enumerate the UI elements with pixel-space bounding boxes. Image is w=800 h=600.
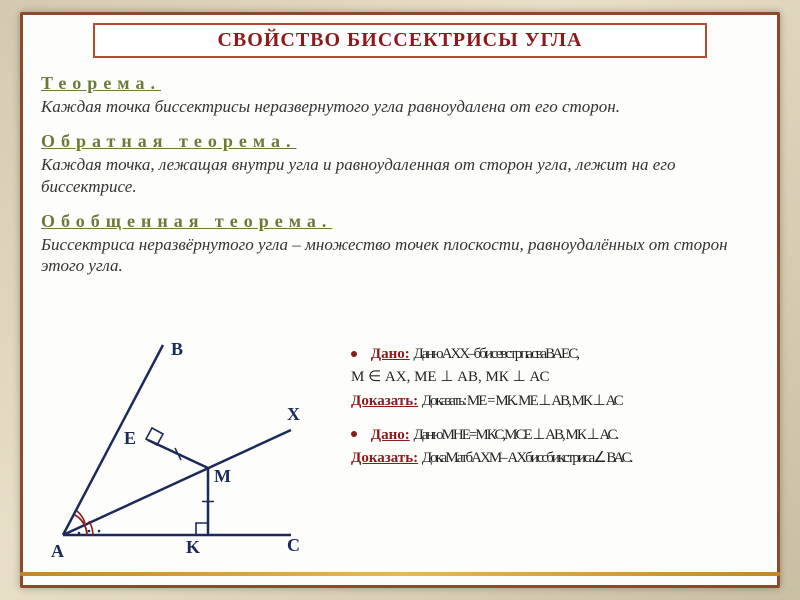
dano-1-sub: М ∈ АХ, МЕ ⊥ АВ, МК ⊥ АС [351,367,747,387]
dano-1-text: ДанюАХХ–ббисевстрпасваВАЕС, [413,346,578,362]
point-label-M: M [214,466,231,487]
title-box: СВОЙСТВО БИССЕКТРИСЫ УГЛА [93,23,707,58]
theorem-2-body: Каждая точка, лежащая внутри угла и равн… [41,154,759,197]
dok-2-text: ДокаМатбАХМ– АХбиссбикстриса∠ ВАС. [422,450,631,466]
proofs-block: Дано: ДанюАХХ–ббисевстрпасваВАЕС, М ∈ АХ… [323,341,747,471]
point-label-B: B [171,339,183,360]
bullet-icon [351,431,357,437]
point-label-E: E [124,428,136,449]
page-title: СВОЙСТВО БИССЕКТРИСЫ УГЛА [217,29,582,51]
dano-1-label: Дано: [371,346,410,362]
theorem-3-body: Биссектриса неразвёрнутого угла – множес… [41,234,759,277]
lower-region: A B C X M E K Дано: ДанюАХХ–ббисевстрпас… [43,335,757,585]
theorem-1-body: Каждая точка биссектрисы неразвернутого … [41,96,759,117]
dok-1-label: Доказать: [351,393,418,409]
content-area: Теорема. Каждая точка биссектрисы неразв… [41,65,759,276]
bottom-stripe [20,572,780,576]
point-label-X: X [287,404,300,425]
dok-1-text: Доказать: МЕ = МК. МЕ ⊥ АВ, МК ⊥ АС [422,393,622,409]
geometry-diagram: A B C X M E K [43,335,313,565]
point-label-K: K [186,537,200,558]
theorem-2-head: Обратная теорема. [41,131,759,152]
theorem-3-head: Обобщенная теорема. [41,211,759,232]
dano-2-text: ДанюМНЕ=МКС,МСЕ ⊥ АВ, МК ⊥ АС. [413,427,617,443]
theorem-1-head: Теорема. [41,73,759,94]
bullet-icon [351,351,357,357]
point-label-A: A [51,541,64,562]
point-label-C: C [287,535,300,556]
dok-2-label: Доказать: [351,450,418,466]
dano-2-label: Дано: [371,427,410,443]
